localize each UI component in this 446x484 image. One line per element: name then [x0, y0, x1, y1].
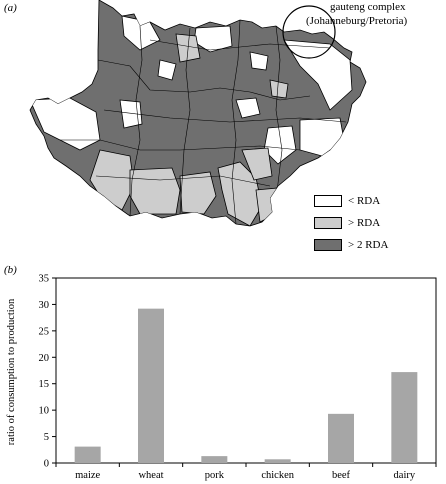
x-tick-label: dairy: [394, 470, 416, 481]
y-axis-label: ratio of consumption to production: [6, 298, 17, 445]
gauteng-callout: gauteng complex (Johanneburg/Pretoria): [306, 0, 407, 28]
bar-maize: [74, 446, 101, 463]
y-tick-label: 20: [39, 353, 50, 364]
legend-swatch-white: [314, 195, 342, 207]
chart-axes: [52, 277, 437, 467]
bar-beef: [328, 413, 354, 463]
y-tick-label: 10: [39, 406, 50, 417]
y-tick-label: 35: [39, 274, 50, 285]
x-tick-label: wheat: [138, 470, 163, 481]
bar-dairy: [391, 372, 418, 463]
y-tick-label: 15: [39, 379, 50, 390]
plot-frame: [55, 277, 437, 464]
y-tick-label: 5: [44, 432, 49, 443]
bar-chicken: [264, 459, 291, 463]
y-tick-label: 30: [39, 300, 50, 311]
panel-b-label: (b): [4, 264, 17, 276]
x-tick-label: beef: [332, 470, 351, 481]
legend-label: > 2 RDA: [348, 239, 389, 251]
legend-item-above-2rda: > 2 RDA: [314, 234, 424, 256]
y-tick-labels: 0 5 10 15 20 25 30 35: [39, 274, 50, 470]
x-tick-labels: maize wheat pork chicken beef dairy: [75, 470, 416, 481]
x-tick-label: chicken: [261, 470, 294, 481]
legend-label: < RDA: [348, 195, 381, 207]
chart-bars: [74, 308, 418, 463]
legend-item-above-rda: > RDA: [314, 212, 424, 234]
map-legend: < RDA > RDA > 2 RDA: [314, 190, 424, 256]
district-map: [29, 0, 367, 227]
bar-pork: [201, 456, 228, 463]
map-regions: [29, 0, 367, 227]
gauteng-circle: [282, 5, 336, 59]
x-tick-label: maize: [75, 470, 100, 481]
legend-label: > RDA: [348, 217, 381, 229]
panel-a-label: (a): [4, 2, 17, 14]
y-tick-label: 0: [44, 459, 49, 470]
legend-swatch-light: [314, 217, 342, 229]
callout-line-2: (Johanneburg/Pretoria): [306, 15, 408, 27]
callout-line-1: gauteng complex: [330, 1, 406, 13]
bar-wheat: [138, 308, 164, 463]
x-tick-label: pork: [205, 470, 225, 481]
bar-chart: ratio of consumption to production maize…: [6, 274, 437, 481]
y-tick-label: 25: [39, 326, 50, 337]
legend-swatch-dark: [314, 239, 342, 251]
legend-item-below-rda: < RDA: [314, 190, 424, 212]
